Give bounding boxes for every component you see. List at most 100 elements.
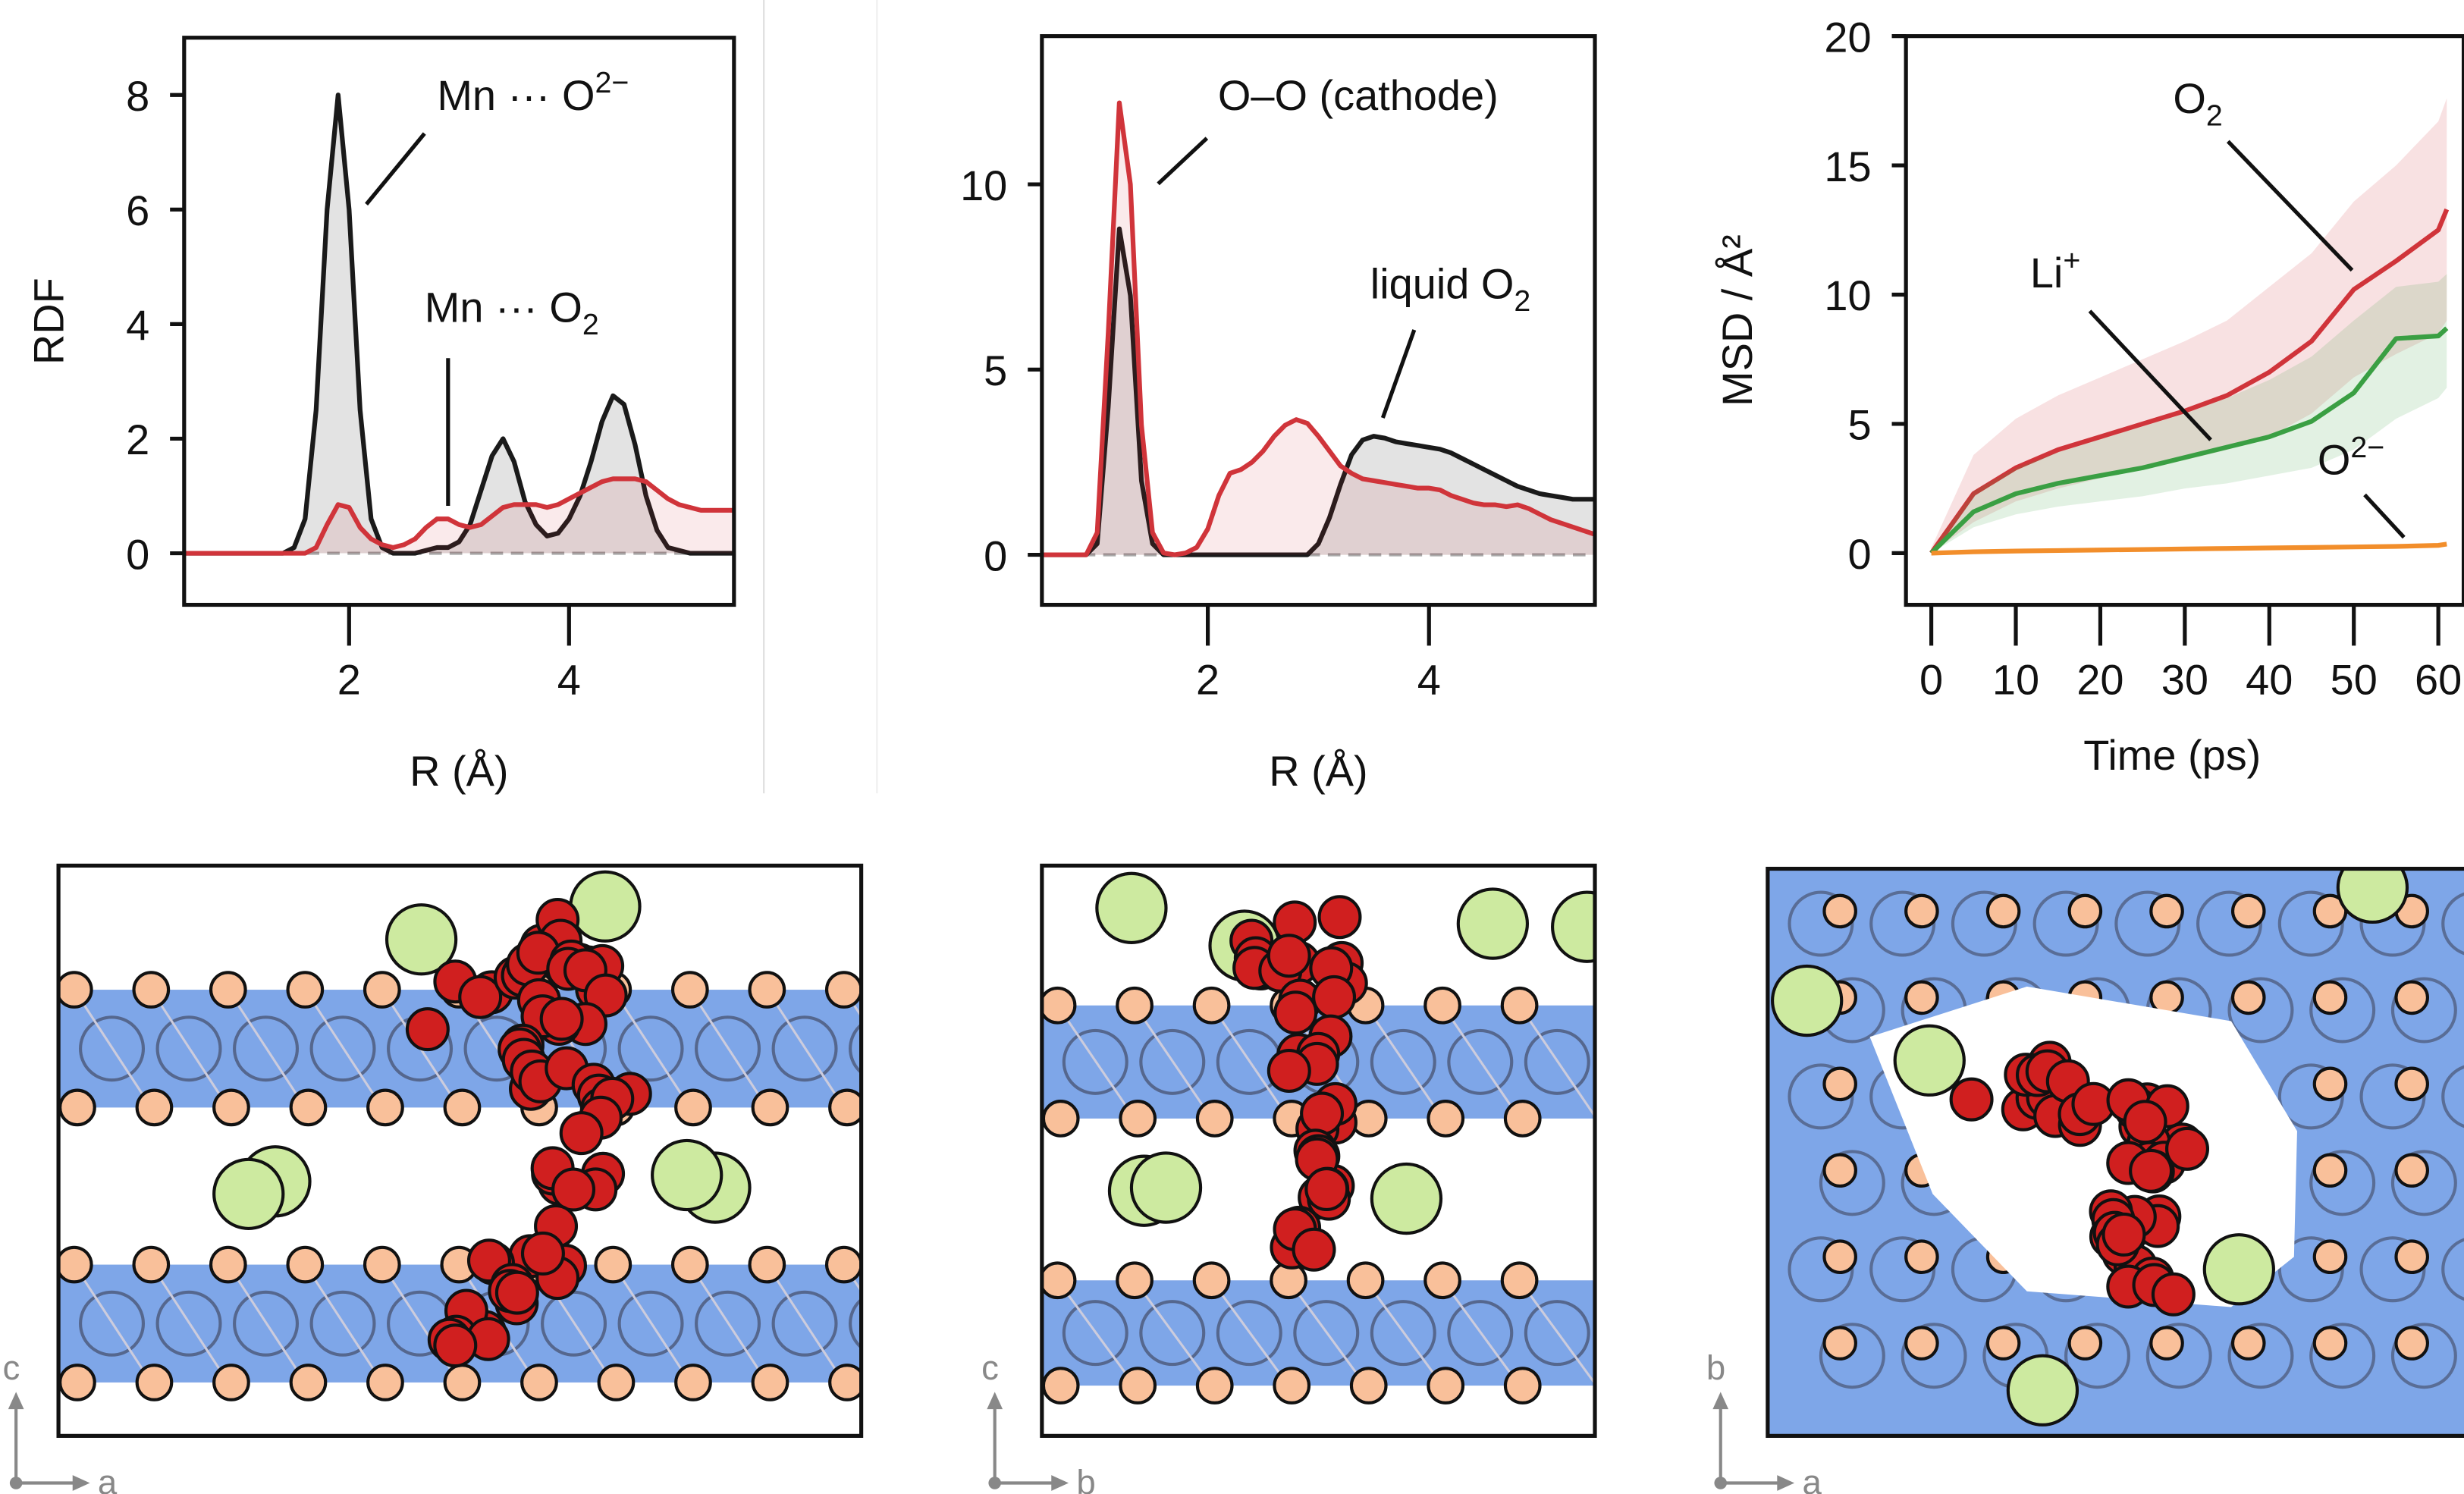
atom xyxy=(2396,1327,2427,1358)
atom xyxy=(753,1091,788,1125)
y-tick-label: 2 xyxy=(126,416,149,463)
atom xyxy=(830,1365,865,1400)
atom xyxy=(2233,1327,2264,1358)
atom xyxy=(2396,1241,2427,1272)
x-tick-label: 2 xyxy=(337,656,361,704)
structure-image xyxy=(57,865,921,1436)
arrow-head xyxy=(73,1475,90,1491)
atom xyxy=(2104,1214,2145,1255)
atom xyxy=(1505,1368,1540,1403)
atom xyxy=(1041,1263,1075,1298)
atom xyxy=(2233,896,2264,927)
atom xyxy=(1425,988,1460,1023)
annotation: O–O (cathode) xyxy=(1218,71,1499,119)
atom xyxy=(1275,992,1316,1033)
atom xyxy=(1428,1101,1463,1136)
atom xyxy=(2396,982,2427,1013)
y-tick-label: 0 xyxy=(984,532,1007,579)
atom xyxy=(1117,988,1152,1023)
atom xyxy=(1351,1368,1386,1403)
atom xyxy=(2315,1327,2346,1358)
x-tick-label: 40 xyxy=(2246,656,2293,704)
atom xyxy=(2315,982,2346,1013)
atom xyxy=(2070,896,2101,927)
atom xyxy=(1041,988,1075,1023)
arrow-head xyxy=(1777,1475,1794,1491)
atom xyxy=(523,1233,563,1274)
atom xyxy=(1824,1241,1855,1272)
atom xyxy=(750,1248,785,1282)
atom xyxy=(1505,1101,1540,1136)
atom xyxy=(2151,1327,2182,1358)
y-tick-label: 8 xyxy=(126,72,149,120)
atom xyxy=(1988,896,2019,927)
atom xyxy=(214,1091,249,1125)
annotation-leader xyxy=(2365,495,2404,538)
atom xyxy=(673,1248,708,1282)
atom xyxy=(599,1365,634,1400)
atom xyxy=(1824,1327,1855,1358)
atom xyxy=(2205,1235,2274,1304)
atom xyxy=(1906,896,1937,927)
axis-letter: c xyxy=(981,1348,999,1387)
atom xyxy=(750,972,785,1007)
atom xyxy=(827,972,862,1007)
atom xyxy=(673,972,708,1007)
y-tick-label: 10 xyxy=(1824,271,1871,319)
atom xyxy=(57,972,92,1007)
atom xyxy=(1824,896,1855,927)
annotation-text: O–O (cathode) xyxy=(1218,71,1499,119)
atom xyxy=(676,1091,711,1125)
annotation-text: Mn ··· O xyxy=(425,284,582,331)
atom xyxy=(1372,1164,1441,1233)
plot-area xyxy=(1932,98,2447,553)
atom xyxy=(365,1248,400,1282)
x-tick-label: 20 xyxy=(2076,656,2123,704)
atom xyxy=(1132,1153,1201,1222)
atom xyxy=(2233,982,2264,1013)
area-fill xyxy=(184,479,734,553)
atom xyxy=(214,1365,249,1400)
atom xyxy=(497,1273,538,1314)
atom xyxy=(2151,896,2182,927)
atom xyxy=(1194,1263,1229,1298)
atom xyxy=(1502,1263,1537,1298)
atom xyxy=(1269,935,1310,976)
atom xyxy=(1117,1263,1152,1298)
atom xyxy=(445,1091,480,1125)
atom xyxy=(1425,1263,1460,1298)
atom xyxy=(676,1365,711,1400)
plot-area xyxy=(1042,103,1595,555)
annotation: Mn ··· O2− xyxy=(437,66,629,119)
atom xyxy=(288,1248,323,1282)
x-axis-label: R (Å) xyxy=(1269,747,1367,795)
arrow-head xyxy=(1051,1475,1069,1491)
annotation: Li+ xyxy=(2030,243,2081,297)
x-tick-label: 4 xyxy=(1417,656,1441,704)
atom xyxy=(60,1091,95,1125)
atom xyxy=(2315,1069,2346,1100)
atom xyxy=(1895,1026,1964,1095)
error-band xyxy=(1932,274,2447,553)
y-axis-label: RDF xyxy=(24,278,72,365)
atom xyxy=(1824,1155,1855,1186)
annotation-superscript: 2− xyxy=(2350,431,2384,464)
atom xyxy=(291,1091,326,1125)
atom xyxy=(1906,1327,1937,1358)
x-tick-label: 10 xyxy=(1992,656,2039,704)
annotation-subscript: 2 xyxy=(1514,284,1530,318)
atom xyxy=(1194,988,1229,1023)
x-tick-label: 50 xyxy=(2331,656,2378,704)
atom xyxy=(596,1248,631,1282)
atom xyxy=(1197,1368,1232,1403)
atom xyxy=(1428,1368,1463,1403)
y-tick-label: 0 xyxy=(1847,530,1871,578)
atom xyxy=(2396,1155,2427,1186)
atom xyxy=(1120,1368,1155,1403)
annotation-text: Li xyxy=(2030,249,2064,297)
atom xyxy=(1906,982,1937,1013)
atom xyxy=(1502,988,1537,1023)
atom xyxy=(561,1113,602,1153)
atom xyxy=(1269,1050,1310,1091)
y-tick-label: 15 xyxy=(1824,143,1871,190)
